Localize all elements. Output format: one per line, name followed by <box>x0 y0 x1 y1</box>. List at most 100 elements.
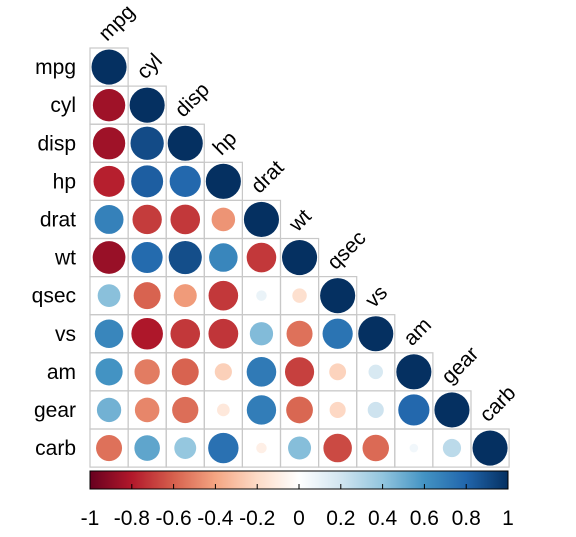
corr-circle-drat-drat <box>243 201 279 237</box>
corr-circle-carb-hp <box>208 432 239 464</box>
corr-circle-hp-mpg <box>93 165 125 197</box>
correlation-cells <box>89 47 510 468</box>
corr-circle-qsec-qsec <box>320 278 356 314</box>
col-label-hp: hp <box>209 127 242 160</box>
row-label-cyl: cyl <box>50 94 76 117</box>
corr-circle-am-wt <box>284 357 315 387</box>
corr-circle-gear-mpg <box>96 397 122 423</box>
corr-circle-carb-mpg <box>96 435 123 462</box>
corr-circle-am-qsec <box>329 363 347 381</box>
corr-circle-gear-drat <box>246 395 277 425</box>
corr-circle-gear-cyl <box>134 397 160 423</box>
legend-tick-label-7: 0.4 <box>368 507 398 530</box>
corr-circle-hp-hp <box>205 163 241 199</box>
corr-circle-qsec-drat <box>256 290 267 301</box>
corr-circle-carb-disp <box>174 437 197 460</box>
col-label-mpg: mpg <box>94 0 139 45</box>
corr-circle-carb-gear <box>442 438 462 458</box>
row-label-wt: wt <box>54 247 76 270</box>
corr-circle-gear-disp <box>172 396 199 424</box>
row-label-vs: vs <box>55 323 76 346</box>
corr-circle-gear-gear <box>434 392 470 428</box>
legend-tick-label-10: 1 <box>502 507 514 530</box>
corr-circle-wt-drat <box>246 242 277 273</box>
corr-circle-vs-drat <box>249 322 274 346</box>
corr-circle-drat-disp <box>170 204 201 235</box>
row-label-hp: hp <box>53 170 76 193</box>
corr-circle-cyl-cyl <box>129 87 165 123</box>
corr-circle-gear-hp <box>217 403 230 417</box>
corr-circle-am-cyl <box>134 359 160 385</box>
row-label-gear: gear <box>34 399 76 422</box>
cell-carb-carb <box>470 428 510 468</box>
corr-circle-vs-wt <box>286 320 313 347</box>
corr-circle-am-mpg <box>95 358 123 386</box>
corr-circle-carb-drat <box>256 442 267 454</box>
corr-circle-gear-vs <box>367 401 384 418</box>
corr-circle-disp-cyl <box>130 126 164 160</box>
corr-circle-cyl-mpg <box>92 88 126 122</box>
corr-circle-disp-mpg <box>92 127 126 160</box>
corr-circle-vs-qsec <box>322 318 353 349</box>
corr-circle-wt-disp <box>168 240 202 275</box>
corr-circle-vs-disp <box>170 318 201 349</box>
corr-circle-wt-cyl <box>131 242 163 274</box>
col-label-wt: wt <box>284 205 316 237</box>
legend-tick-label-9: 0.8 <box>452 507 481 530</box>
corr-circle-vs-hp <box>208 318 239 349</box>
corr-circle-qsec-wt <box>292 288 307 303</box>
corr-circle-drat-cyl <box>132 204 162 235</box>
corr-circle-disp-disp <box>167 125 203 161</box>
corr-circle-qsec-hp <box>208 280 239 311</box>
corr-circle-carb-carb <box>472 430 508 466</box>
corr-circle-mpg-mpg <box>91 49 127 85</box>
col-label-qsec: qsec <box>323 227 371 275</box>
corr-circle-am-vs <box>368 364 383 380</box>
corr-circle-wt-wt <box>282 239 318 276</box>
col-label-gear: gear <box>437 342 483 388</box>
col-label-drat: drat <box>247 156 289 198</box>
corr-circle-qsec-disp <box>173 284 197 308</box>
row-label-am: am <box>47 361 76 384</box>
corr-circle-wt-mpg <box>92 241 126 274</box>
corr-circle-carb-am <box>409 443 419 453</box>
corr-circle-gear-am <box>398 394 430 426</box>
legend-tick-label-8: 0.6 <box>410 507 439 530</box>
legend-tick-label-6: 0.2 <box>326 507 355 530</box>
color-legend-ticks: -1 -0.8 -0.6 -0.4 -0.2 0 0.2 0.4 0.6 0.8 1 <box>81 484 514 530</box>
corr-circle-wt-hp <box>209 243 238 272</box>
row-label-qsec: qsec <box>32 285 76 308</box>
row-label-drat: drat <box>40 208 76 231</box>
col-label-carb: carb <box>475 381 520 426</box>
corr-circle-carb-qsec <box>323 433 352 463</box>
row-label-mpg: mpg <box>35 56 76 79</box>
row-labels: mpg cyl disp hp drat wt qsec vs am gear carb <box>32 56 77 460</box>
legend-tick-label-2: -0.6 <box>156 507 192 530</box>
corr-circle-am-am <box>396 354 432 390</box>
corr-circle-qsec-mpg <box>97 284 121 308</box>
corr-circle-carb-wt <box>288 436 312 460</box>
legend-tick-label-1: -0.8 <box>114 507 150 530</box>
corr-circle-qsec-cyl <box>133 282 161 310</box>
corr-circle-carb-cyl <box>134 435 160 461</box>
corr-circle-vs-cyl <box>131 317 163 350</box>
corr-circle-hp-cyl <box>131 165 164 198</box>
row-label-carb: carb <box>35 437 76 460</box>
corr-circle-am-disp <box>171 358 199 386</box>
corr-circle-vs-mpg <box>94 319 124 349</box>
corr-circle-gear-qsec <box>329 401 346 418</box>
corr-circle-drat-hp <box>211 207 236 232</box>
col-label-disp: disp <box>171 78 215 122</box>
corr-circle-carb-vs <box>362 434 389 462</box>
corr-circle-am-drat <box>246 357 277 387</box>
legend-tick-label-0: -1 <box>81 507 100 530</box>
col-label-am: am <box>399 313 436 350</box>
corr-circle-drat-mpg <box>94 204 124 234</box>
legend-tick-label-4: -0.2 <box>239 507 275 530</box>
corr-circle-hp-disp <box>169 165 201 197</box>
col-label-cyl: cyl <box>132 49 166 83</box>
legend-tick-label-3: -0.4 <box>197 507 234 530</box>
legend-tick-label-5: 0 <box>293 507 305 530</box>
corr-circle-vs-vs <box>358 316 394 352</box>
